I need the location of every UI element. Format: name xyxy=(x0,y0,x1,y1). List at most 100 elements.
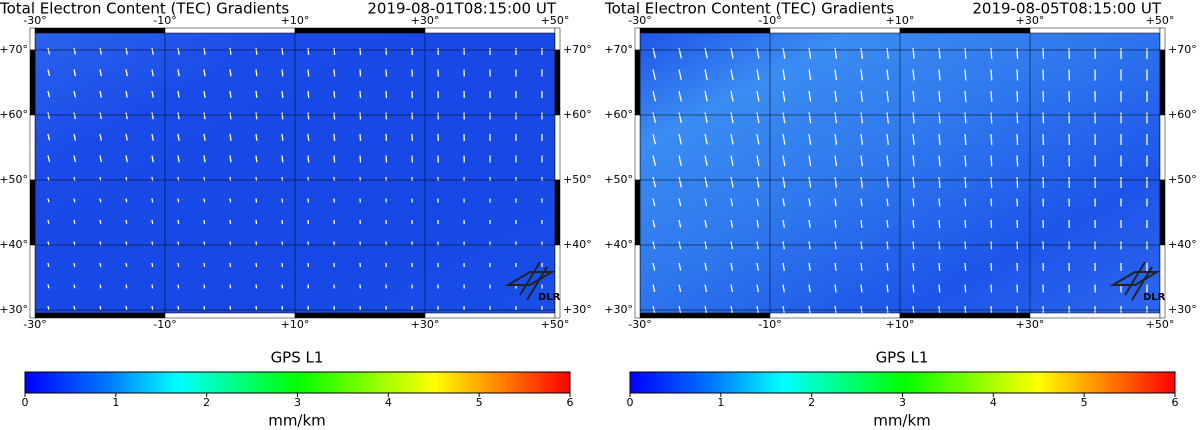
gradient-arrow xyxy=(678,69,682,80)
gradient-arrow xyxy=(990,69,993,81)
gradient-arrow xyxy=(99,305,102,310)
gradient-arrow xyxy=(808,112,812,124)
logo-mark xyxy=(1109,261,1161,301)
gradient-arrow xyxy=(177,262,180,267)
gradient-arrow xyxy=(255,47,258,55)
frame-bar xyxy=(554,27,561,51)
gradient-arrow xyxy=(886,284,889,293)
gradient-arrow xyxy=(782,155,786,167)
colorbar-unit: mm/km xyxy=(873,412,931,430)
lon-tick-label: +10° xyxy=(281,14,310,27)
gradient-arrow xyxy=(333,155,336,163)
gradient-arrow xyxy=(151,198,154,203)
colorbar-tick-label: 5 xyxy=(476,396,483,409)
gradient-arrow xyxy=(151,262,154,267)
gradient-arrow xyxy=(47,241,50,246)
gradient-arrow xyxy=(938,69,941,81)
gradient-arrow xyxy=(964,262,967,271)
lon-tick-label: +10° xyxy=(281,318,310,331)
gradient-arrow xyxy=(333,90,336,98)
frame-bar xyxy=(29,49,36,116)
gradient-arrow xyxy=(730,47,734,59)
colorbar-tick-label: 0 xyxy=(627,396,634,409)
gradient-arrow xyxy=(678,133,682,145)
gradient-arrow xyxy=(834,262,837,271)
gradient-arrow xyxy=(808,241,811,250)
gradient-arrow xyxy=(912,176,915,188)
gradient-arrow xyxy=(151,133,154,141)
gradient-arrow xyxy=(730,198,734,207)
gradient-arrow xyxy=(47,305,50,310)
logo-mark xyxy=(504,261,556,301)
gradient-arrow xyxy=(730,69,734,81)
colorbar-tick-label: 5 xyxy=(1081,396,1088,409)
lon-tick-label: -30° xyxy=(628,318,651,331)
gradient-arrow xyxy=(652,284,656,293)
panel-title: Total Electron Content (TEC) Gradients xyxy=(0,0,289,18)
frame-bar xyxy=(899,27,1031,34)
gradient-arrow xyxy=(333,133,336,141)
gradient-arrow xyxy=(808,176,812,188)
gradient-arrow xyxy=(990,219,993,228)
gradient-arrow xyxy=(255,69,258,77)
lat-tick-label: +60° xyxy=(604,108,633,121)
gradient-arrow xyxy=(652,262,656,271)
gradient-arrow xyxy=(652,155,657,166)
gradient-arrow xyxy=(886,241,889,250)
gradient-arrow xyxy=(912,69,915,81)
frame-bar xyxy=(164,27,296,34)
gradient-arrow xyxy=(281,155,284,163)
gradient-arrow xyxy=(125,69,128,77)
gradient-arrow xyxy=(255,284,258,289)
lat-tick-label: +40° xyxy=(604,238,633,251)
gradient-arrow xyxy=(704,219,708,228)
gradient-arrow xyxy=(125,155,128,163)
frame-bar xyxy=(424,27,556,34)
gradient-arrow xyxy=(203,262,206,267)
gradient-arrow xyxy=(203,198,206,203)
gradient-arrow xyxy=(177,47,180,55)
colorbar-tick-label: 6 xyxy=(1172,396,1179,409)
gradient-arrow xyxy=(281,47,284,55)
frame-bar xyxy=(34,312,166,319)
gradient-arrow xyxy=(834,155,838,167)
lat-tick-label: +40° xyxy=(0,238,28,251)
gradient-arrow xyxy=(652,69,657,80)
gradient-arrow xyxy=(73,69,77,77)
gradient-arrow xyxy=(177,176,180,181)
gradient-arrow xyxy=(808,90,812,102)
gradient-arrow xyxy=(808,155,812,167)
gradient-arrow xyxy=(177,69,180,77)
gradient-arrow xyxy=(203,155,206,163)
gradient-arrow xyxy=(47,262,50,267)
gradient-arrow xyxy=(99,112,103,120)
gradient-arrow xyxy=(47,69,51,77)
gradient-arrow xyxy=(860,262,863,271)
gradient-arrow xyxy=(307,90,310,98)
gradient-arrow xyxy=(704,112,708,124)
gradient-arrow xyxy=(99,241,102,246)
frame-bar xyxy=(634,49,641,116)
lat-tick-label: +60° xyxy=(563,108,592,121)
gradient-arrow xyxy=(177,241,180,246)
lon-tick-label: -30° xyxy=(23,318,46,331)
lon-tick-label: +50° xyxy=(541,14,570,27)
gradient-arrow xyxy=(990,112,993,124)
gradient-arrow xyxy=(834,198,837,207)
lat-tick-label: +50° xyxy=(0,173,28,186)
gradient-arrow xyxy=(652,90,657,102)
gradient-arrow xyxy=(99,69,103,77)
frame-bar xyxy=(554,49,561,116)
gradient-arrow xyxy=(808,198,811,207)
colorbar-tick-label: 4 xyxy=(385,396,392,409)
gradient-arrow xyxy=(229,69,232,77)
colorbar-tick-label: 1 xyxy=(112,396,119,409)
frame-bar xyxy=(639,27,771,34)
gradient-arrow xyxy=(938,219,941,228)
gradient-arrow xyxy=(177,198,180,203)
gradient-arrow xyxy=(1016,47,1019,59)
gradient-arrow xyxy=(99,155,103,163)
gradient-arrow xyxy=(652,112,657,123)
colorbar xyxy=(24,371,571,394)
gradient-arrow xyxy=(1016,155,1019,167)
